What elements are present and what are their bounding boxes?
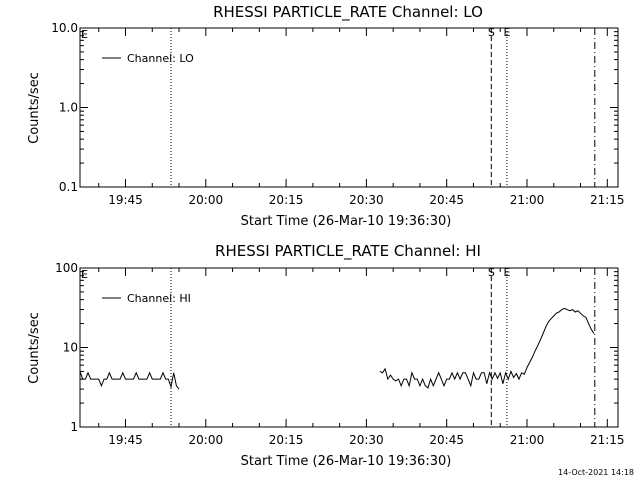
y-tick-label: 1 xyxy=(70,420,78,434)
event-marker-label: E xyxy=(503,26,510,39)
chart-title: RHESSI PARTICLE_RATE Channel: HI xyxy=(215,242,481,261)
x-tick-label: 21:15 xyxy=(590,433,625,447)
y-axis-label: Counts/sec xyxy=(27,72,42,144)
x-tick-label: 20:45 xyxy=(429,433,464,447)
event-marker-label: S xyxy=(488,266,495,279)
event-marker-label: E xyxy=(503,266,510,279)
y-tick-label: 0.1 xyxy=(59,180,78,194)
y-tick-label: 100 xyxy=(55,261,78,275)
y-axis: 0.1 1.0 10.0 xyxy=(51,21,618,194)
series-line xyxy=(379,307,595,389)
x-tick-label: 20:30 xyxy=(349,433,384,447)
x-tick-label: 20:00 xyxy=(189,433,224,447)
chart-title: RHESSI PARTICLE_RATE Channel: LO xyxy=(213,3,483,22)
x-tick-label: 20:30 xyxy=(349,193,384,207)
panel-lo: RHESSI PARTICLE_RATE Channel: LO 0.1 1.0 1… xyxy=(27,3,625,229)
y-tick-label: 10 xyxy=(63,341,78,355)
x-tick-label: 20:15 xyxy=(269,433,304,447)
x-tick-label: 21:00 xyxy=(510,193,545,207)
x-tick-label: 19:45 xyxy=(108,433,143,447)
panel-hi: RHESSI PARTICLE_RATE Channel: HI 110100 … xyxy=(27,242,625,469)
x-axis-label: Start Time (26-Mar-10 19:36:30) xyxy=(241,214,452,229)
x-tick-label: 21:15 xyxy=(590,193,625,207)
legend: Channel: LO xyxy=(102,52,194,65)
y-axis: 1 10 100 xyxy=(55,261,618,434)
event-marker-label: S xyxy=(488,26,495,39)
data-series xyxy=(79,307,595,390)
legend-label: Channel: HI xyxy=(127,292,191,305)
corner-label: E xyxy=(81,268,88,281)
y-tick-label: 1.0 xyxy=(59,101,78,115)
legend: Channel: HI xyxy=(102,292,191,305)
x-tick-label: 20:15 xyxy=(269,193,304,207)
x-tick-label: 21:00 xyxy=(510,433,545,447)
corner-label: E xyxy=(81,28,88,41)
x-axis: 19:45 20:00 20:15 20:30 20:45 21:00 21:15 xyxy=(98,28,625,207)
x-axis-label: Start Time (26-Mar-10 19:36:30) xyxy=(241,454,452,469)
y-tick-label: 10.0 xyxy=(51,21,78,35)
x-axis: 19:45 20:00 20:15 20:30 20:45 21:00 21:15 xyxy=(98,268,625,447)
y-axis-label: Counts/sec xyxy=(27,312,42,384)
footer-timestamp: 14-Oct-2021 14:18 xyxy=(558,468,634,477)
legend-label: Channel: LO xyxy=(127,52,194,65)
x-tick-label: 20:45 xyxy=(429,193,464,207)
x-tick-label: 20:00 xyxy=(189,193,224,207)
x-tick-label: 19:45 xyxy=(108,193,143,207)
series-line xyxy=(79,371,180,390)
